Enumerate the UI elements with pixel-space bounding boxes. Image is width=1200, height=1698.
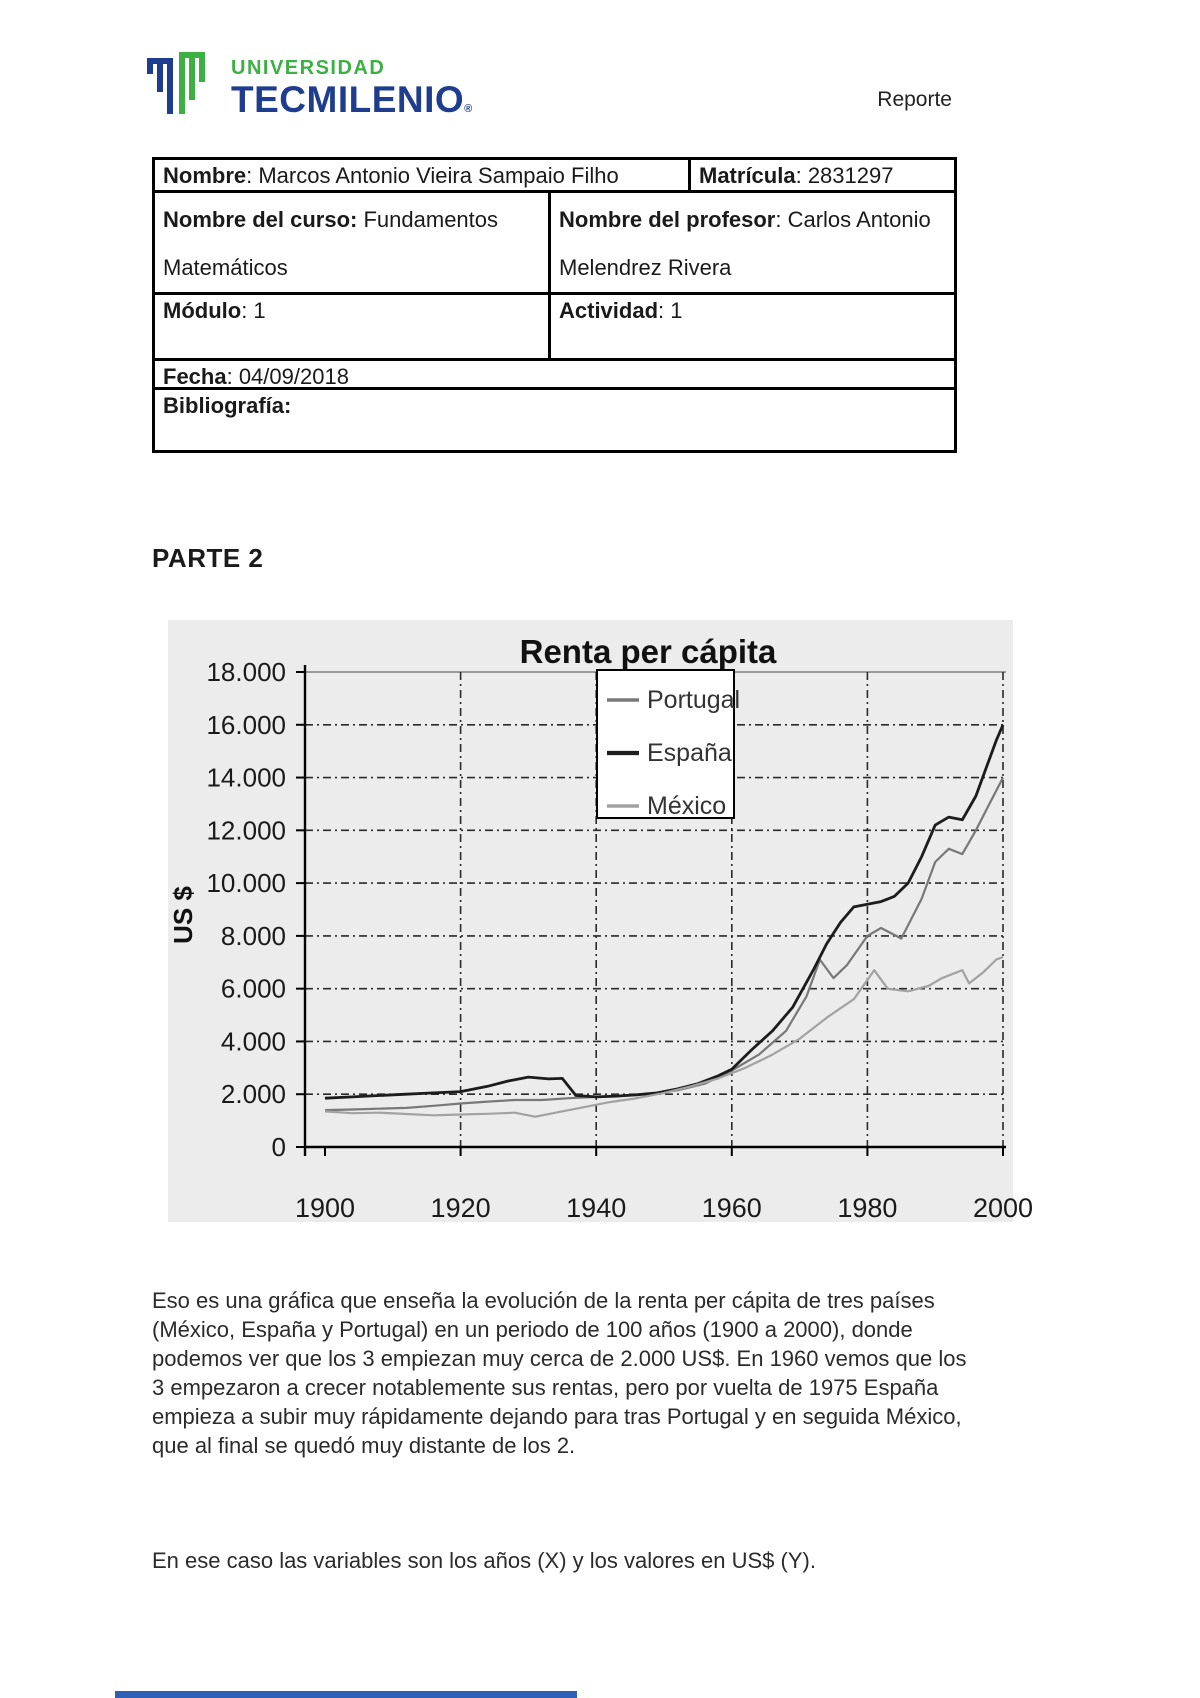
cell-modulo: Módulo: 1: [155, 295, 548, 358]
x-tick-label: 2000: [973, 1193, 1033, 1223]
series-line-méxico: [324, 955, 1004, 1118]
series-line-españa: [324, 724, 1005, 1100]
fecha-label: Fecha: [163, 364, 227, 387]
chart-tick-labels: 0 2.000 4.000 6.000 8.000 10.000 12.000 14.000 1…: [206, 657, 1033, 1223]
legend-label-portugal: Portugal: [647, 686, 740, 714]
logo-tecmilenio-text: TECMILENIO®: [231, 79, 473, 120]
x-tick-label: 1980: [837, 1193, 897, 1223]
profesor-label: Nombre del profesor: [559, 207, 776, 232]
variables-paragraph: En ese caso las variables son los años (…: [152, 1548, 816, 1573]
fecha-value: : 04/09/2018: [226, 364, 349, 387]
y-tick-label: 10.000: [206, 868, 286, 898]
curso-value-line1: Fundamentos: [357, 207, 499, 232]
document-type-label: Reporte: [877, 88, 952, 111]
y-tick-label: 6.000: [221, 974, 286, 1004]
cell-profesor: Nombre del profesor: Carlos Antonio Melen…: [548, 193, 954, 292]
y-axis-label: US $: [168, 886, 198, 944]
y-tick-label: 0: [272, 1132, 286, 1162]
tecmilenio-logo-text: UNIVERSIDAD TECMILENIO®: [231, 50, 473, 118]
registered-mark: ®: [464, 103, 473, 115]
chart-series-lines: [324, 724, 1005, 1118]
y-tick-label: 4.000: [221, 1026, 286, 1056]
student-info-table: Nombre: Marcos Antonio Vieira Sampaio Fi…: [152, 157, 957, 453]
x-tick-label: 1900: [295, 1193, 355, 1223]
table-row-fecha: Fecha: 04/09/2018: [155, 358, 954, 387]
renta-per-capita-chart: 0 2.000 4.000 6.000 8.000 10.000 12.000 14.000 1…: [168, 633, 1033, 1223]
table-row-curso-profesor: Nombre del curso: Fundamentos Matemáticos…: [155, 190, 954, 292]
matricula-label: Matrícula: [699, 163, 796, 188]
analysis-paragraph: Eso es una gráfica que enseña la evoluci…: [152, 1288, 967, 1459]
table-row-bibliografia: Bibliografía:: [155, 387, 954, 450]
x-tick-label: 1940: [566, 1193, 626, 1223]
series-line-portugal: [324, 777, 1004, 1112]
cell-matricula: Matrícula: 2831297: [688, 160, 954, 190]
chart-legend: Portugal España México: [596, 669, 740, 820]
y-tick-label: 2.000: [221, 1079, 286, 1109]
x-tick-label: 1960: [702, 1193, 762, 1223]
modulo-label: Módulo: [163, 298, 242, 323]
tecmilenio-logo-icon: [147, 52, 205, 114]
y-tick-label: 8.000: [221, 921, 286, 951]
nombre-label: Nombre: [163, 163, 247, 188]
x-tick-label: 1920: [431, 1193, 491, 1223]
y-tick-label: 14.000: [206, 763, 286, 793]
page-footer-bar: [115, 1691, 577, 1698]
modulo-value: : 1: [241, 298, 266, 323]
cell-bibliografia: Bibliografía:: [155, 390, 954, 450]
table-row-nombre: Nombre: Marcos Antonio Vieira Sampaio Fi…: [155, 160, 954, 190]
tecmilenio-logo: UNIVERSIDAD TECMILENIO®: [145, 50, 473, 118]
cell-nombre: Nombre: Marcos Antonio Vieira Sampaio Fi…: [155, 160, 688, 190]
curso-value-line2: Matemáticos: [163, 255, 288, 281]
actividad-label: Actividad: [559, 298, 659, 323]
actividad-value: : 1: [658, 298, 683, 323]
nombre-value: : Marcos Antonio Vieira Sampaio Filho: [246, 163, 619, 188]
profesor-value-line1: : Carlos Antonio: [775, 207, 931, 232]
legend-label-españa: España: [647, 739, 732, 767]
legend-box: [596, 669, 735, 819]
bibliografia-label: Bibliografía:: [163, 393, 292, 418]
cell-curso: Nombre del curso: Fundamentos Matemáticos: [155, 193, 548, 292]
chart-axes: [296, 665, 1006, 1156]
cell-fecha: Fecha: 04/09/2018: [155, 361, 954, 387]
table-row-modulo-actividad: Módulo: 1 Actividad: 1: [155, 292, 954, 358]
y-tick-label: 16.000: [206, 710, 286, 740]
section-title: PARTE 2: [152, 543, 264, 573]
y-tick-label: 12.000: [206, 815, 286, 845]
y-tick-label: 18.000: [206, 657, 286, 687]
matricula-value: : 2831297: [795, 163, 894, 188]
legend-label-méxico: México: [647, 792, 726, 820]
logo-universidad-text: UNIVERSIDAD: [231, 57, 386, 79]
cell-actividad: Actividad: 1: [548, 295, 954, 358]
profesor-value-line2: Melendrez Rivera: [559, 255, 732, 281]
curso-label: Nombre del curso:: [163, 207, 358, 232]
chart-image-block: 0 2.000 4.000 6.000 8.000 10.000 12.000 14.000 1…: [168, 620, 1033, 1223]
chart-title: Renta per cápita: [520, 633, 777, 670]
